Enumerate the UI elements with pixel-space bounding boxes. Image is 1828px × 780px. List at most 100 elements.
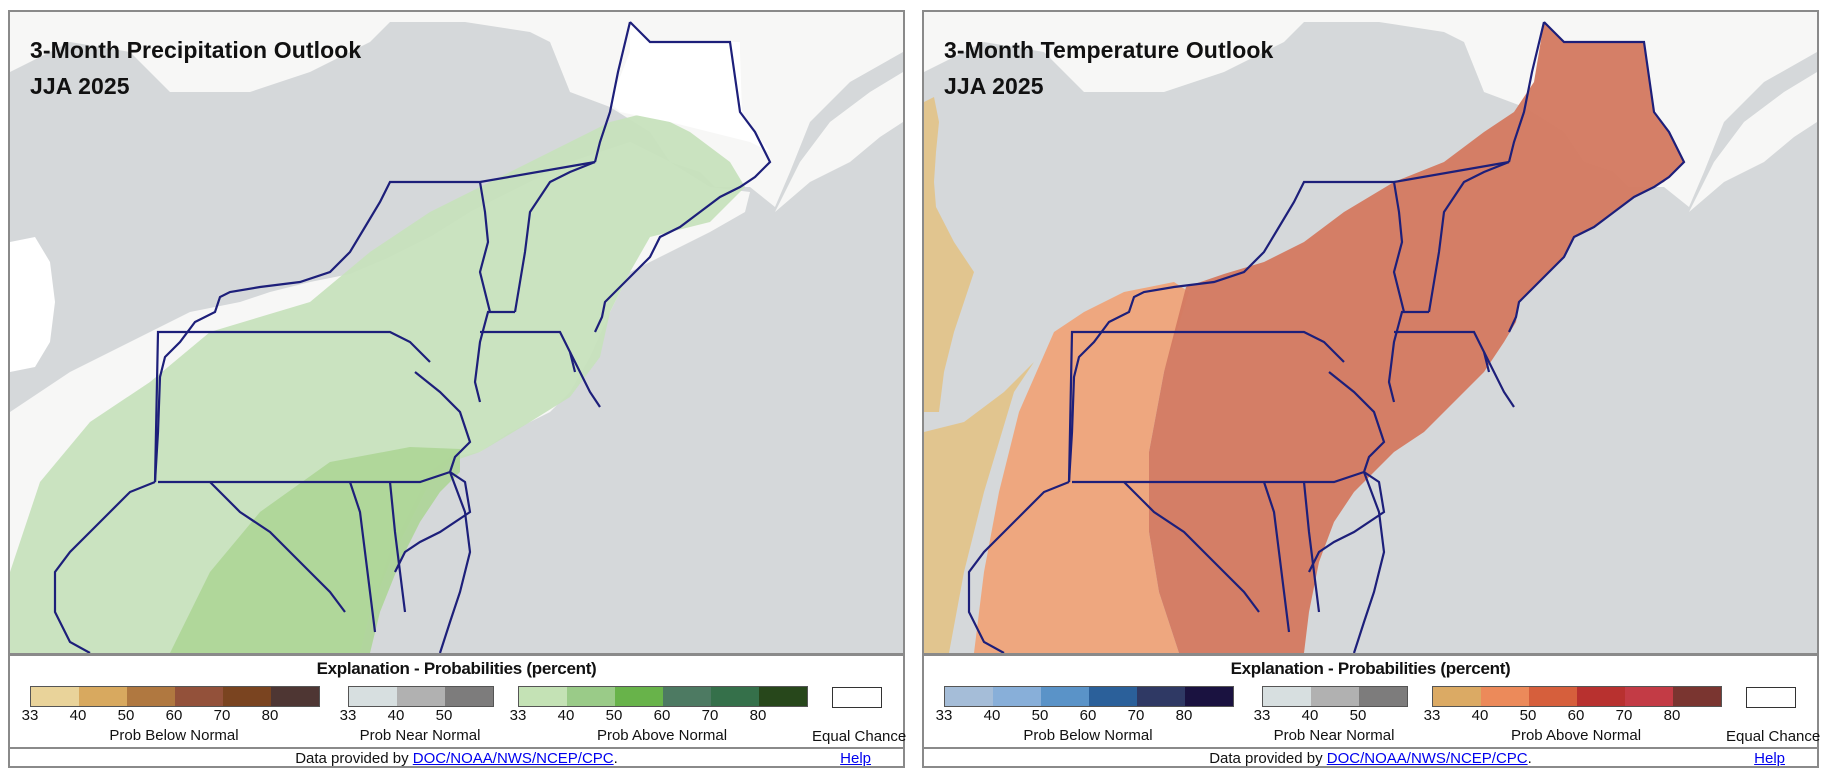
credit-prefix: Data provided by: [1209, 750, 1327, 767]
precipitation-outlook-panel: 3-Month Precipitation Outlook JJA 2025 E…: [8, 10, 907, 768]
tick-label: 40: [1471, 707, 1489, 724]
above-normal-zone-40: [974, 282, 1189, 653]
nova-scotia: [1689, 72, 1817, 212]
tick-label: 33: [1423, 707, 1441, 724]
legend-title: Explanation - Probabilities (percent): [1230, 659, 1511, 678]
above-normal-swatches: [518, 686, 808, 707]
credit-link[interactable]: DOC/NOAA/NWS/NCEP/CPC: [1326, 750, 1528, 767]
above-normal-zone-33: [924, 97, 1054, 653]
near-normal-swatches: [1262, 686, 1408, 707]
tick-label: 33: [509, 707, 527, 724]
color-swatch: [349, 687, 397, 706]
map-title: 3-Month Temperature Outlook: [944, 37, 1274, 63]
below-normal-swatches: [30, 686, 320, 707]
above-normal-zone-33: [10, 112, 745, 653]
credit-prefix: Data provided by: [295, 750, 413, 767]
below-normal-swatches: [944, 686, 1234, 707]
tick-label: 33: [1253, 707, 1271, 724]
legend-above-normal: 33 40 50 60 70 80 Prob Above Normal: [1424, 686, 1722, 744]
tick-label: 33: [935, 707, 953, 724]
tick-label: 50: [605, 707, 623, 724]
color-swatch: [1529, 687, 1577, 706]
lake-huron: [924, 112, 1064, 222]
tick-label: 40: [69, 707, 87, 724]
color-swatch: [1481, 687, 1529, 706]
tick-label: 60: [165, 707, 183, 724]
tick-label: 70: [701, 707, 719, 724]
below-normal-label: Prob Below Normal: [109, 727, 239, 744]
color-swatch: [993, 687, 1041, 706]
tick-label: 50: [1349, 707, 1367, 724]
color-swatch: [1263, 687, 1311, 706]
credit-suffix: .: [613, 750, 618, 767]
color-swatch: [1089, 687, 1137, 706]
maine-equal-chance: [610, 22, 770, 152]
color-swatch: [1185, 687, 1233, 706]
map-period: JJA 2025: [944, 73, 1044, 99]
lake-erie: [40, 307, 190, 382]
color-swatch: [223, 687, 271, 706]
equal-chance-label: Equal Chance: [812, 728, 907, 745]
color-swatch: [1625, 687, 1673, 706]
tick-label: 50: [1519, 707, 1537, 724]
legend: Explanation - Probabilities (percent) 33…: [10, 653, 907, 745]
legend-below-normal: 33 40 50 60 70 80 Prob Below Normal: [22, 686, 320, 744]
near-normal-label: Prob Near Normal: [1273, 727, 1395, 744]
color-swatch: [759, 687, 807, 706]
lake-michigan: [10, 237, 55, 372]
tick-label: 80: [1663, 707, 1681, 724]
credit-suffix: .: [1527, 750, 1532, 767]
tick-label: 33: [21, 707, 39, 724]
tick-label: 70: [1127, 707, 1145, 724]
temperature-outlook-panel: 3-Month Temperature Outlook JJA 2025 Exp…: [922, 10, 1821, 768]
above-normal-label: Prob Above Normal: [1510, 727, 1642, 744]
equal-chance-label: Equal Chance: [1726, 728, 1821, 745]
help-link[interactable]: Help: [1754, 750, 1785, 767]
color-swatch: [1041, 687, 1089, 706]
color-swatch: [615, 687, 663, 706]
tick-label: 60: [1567, 707, 1585, 724]
tick-label: 40: [1301, 707, 1319, 724]
color-swatch: [1673, 687, 1721, 706]
color-swatch: [1137, 687, 1185, 706]
color-swatch: [519, 687, 567, 706]
data-credit: Data provided by DOC/NOAA/NWS/NCEP/CPC.: [924, 750, 1817, 767]
color-swatch: [1433, 687, 1481, 706]
tick-label: 50: [435, 707, 453, 724]
tick-label: 60: [1079, 707, 1097, 724]
legend-near-normal: 33 40 50 Prob Near Normal: [1254, 686, 1408, 744]
color-swatch: [445, 687, 493, 706]
tick-label: 80: [1175, 707, 1193, 724]
color-swatch: [1311, 687, 1359, 706]
near-normal-swatches: [348, 686, 494, 707]
legend-below-normal: 33 40 50 60 70 80 Prob Below Normal: [936, 686, 1234, 744]
credit-link[interactable]: DOC/NOAA/NWS/NCEP/CPC: [412, 750, 614, 767]
color-swatch: [945, 687, 993, 706]
map-title: 3-Month Precipitation Outlook: [30, 37, 362, 63]
map-period: JJA 2025: [30, 73, 130, 99]
tick-label: 40: [557, 707, 575, 724]
above-normal-label: Prob Above Normal: [596, 727, 728, 744]
temperature-map[interactable]: 3-Month Temperature Outlook JJA 2025: [924, 12, 1817, 653]
state-borders: [967, 21, 1686, 653]
data-credit: Data provided by DOC/NOAA/NWS/NCEP/CPC.: [10, 750, 903, 767]
above-normal-swatches: [1432, 686, 1722, 707]
equal-chance-swatch: [1746, 687, 1796, 708]
lake-huron: [10, 112, 150, 222]
color-swatch: [79, 687, 127, 706]
tick-label: 50: [1031, 707, 1049, 724]
equal-chance-swatch: [832, 687, 882, 708]
footer: Data provided by DOC/NOAA/NWS/NCEP/CPC. …: [924, 747, 1817, 768]
color-swatch: [1359, 687, 1407, 706]
color-swatch: [663, 687, 711, 706]
precipitation-map[interactable]: 3-Month Precipitation Outlook JJA 2025: [10, 12, 903, 653]
color-swatch: [567, 687, 615, 706]
legend-title: Explanation - Probabilities (percent): [316, 659, 597, 678]
help-link[interactable]: Help: [840, 750, 871, 767]
color-swatch: [397, 687, 445, 706]
tick-label: 80: [749, 707, 767, 724]
color-swatch: [271, 687, 319, 706]
tick-label: 60: [653, 707, 671, 724]
color-swatch: [175, 687, 223, 706]
tick-label: 40: [387, 707, 405, 724]
